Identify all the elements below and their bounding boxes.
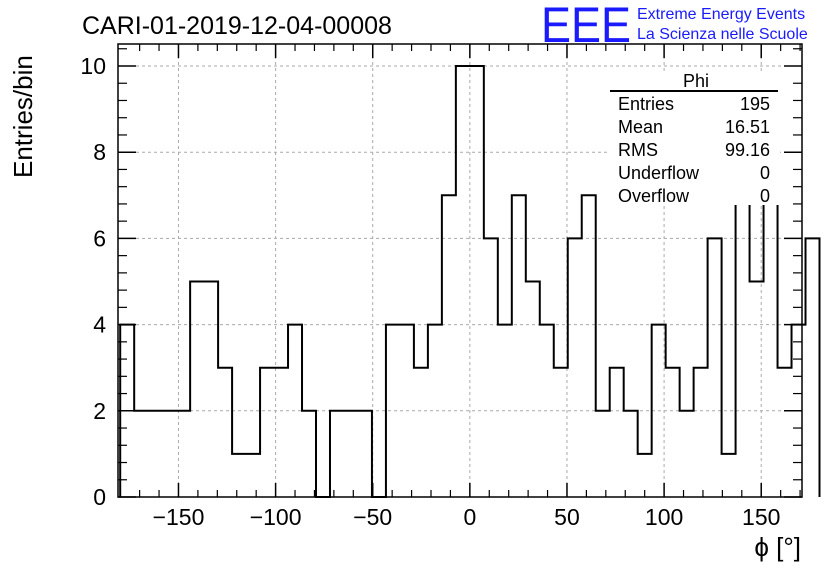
histogram-outline [119, 65, 821, 498]
x-tick-label: −100 [250, 504, 302, 530]
stats-box-title: Phi [683, 71, 709, 91]
x-tick-label: −50 [353, 504, 392, 530]
histogram-bin [778, 368, 792, 497]
histogram-bin [442, 195, 456, 497]
y-tick-labels: 0 2 4 6 8 10 [80, 53, 106, 510]
chart-title: CARI-01-2019-12-04-00008 [82, 12, 392, 40]
histogram-bin [596, 411, 610, 497]
stats-box: Phi Entries 195 Mean 16.51 RMS 99.16 Und… [610, 71, 780, 206]
histogram-bin [428, 325, 442, 497]
histogram-bin [624, 411, 638, 497]
histogram-bin [414, 368, 428, 497]
histogram-bin [456, 66, 470, 497]
histogram-bin [610, 368, 624, 497]
histogram-bin [568, 238, 582, 497]
eee-logo: EEE [541, 0, 631, 53]
y-tick-label: 4 [93, 312, 106, 338]
histogram-bin [722, 454, 736, 497]
histogram-bin [582, 195, 596, 497]
histogram-bin [358, 411, 372, 497]
histogram-bin [470, 66, 484, 497]
histogram-bin [736, 195, 750, 497]
y-axis-title: Entries/bin [8, 55, 38, 178]
stat-label-mean: Mean [618, 117, 663, 137]
histogram-bin [512, 195, 526, 497]
brand-line-1: Extreme Energy Events [637, 6, 805, 23]
histogram-bin [162, 411, 176, 497]
histogram-bin [274, 368, 288, 497]
brand-line-2: La Scienza nelle Scuole [637, 26, 808, 43]
plot-frame [117, 43, 803, 498]
x-axis-title: ϕ [°] [754, 532, 801, 562]
stat-label-underflow: Underflow [618, 163, 700, 183]
axis-ticks [118, 44, 802, 498]
stat-value-rms: 99.16 [725, 140, 770, 160]
histogram-bin [344, 411, 358, 497]
stat-label-overflow: Overflow [618, 186, 690, 206]
histogram-bin [134, 411, 148, 497]
histogram-bin [806, 238, 820, 497]
histogram-bin [484, 238, 498, 497]
x-tick-label: 100 [645, 504, 683, 530]
stat-value-entries: 195 [740, 94, 770, 114]
histogram-bin [232, 454, 246, 497]
x-tick-label: 150 [742, 504, 780, 530]
histogram-bin [764, 195, 778, 497]
x-tick-label: −150 [153, 504, 205, 530]
x-tick-label: 50 [554, 504, 580, 530]
stat-label-entries: Entries [618, 94, 674, 114]
y-tick-label: 2 [93, 398, 106, 424]
y-tick-label: 0 [93, 484, 106, 510]
y-tick-label: 6 [93, 225, 106, 251]
x-tick-label: 0 [463, 504, 476, 530]
histogram-bin [148, 411, 162, 497]
stat-value-overflow: 0 [760, 186, 770, 206]
histogram-bin [526, 282, 540, 498]
histogram-bin [190, 282, 204, 498]
stat-value-mean: 16.51 [725, 117, 770, 137]
histogram-bin [330, 411, 344, 497]
y-tick-label: 8 [93, 139, 106, 165]
histogram-bin [260, 368, 274, 497]
histogram-bin [694, 368, 708, 497]
histogram-bin [204, 282, 218, 498]
stats-box-background [610, 72, 780, 205]
histogram-bin [680, 411, 694, 497]
histogram-bin [218, 368, 232, 497]
histogram-bin [554, 368, 568, 497]
y-tick-label: 10 [80, 53, 106, 79]
histogram-bin [302, 411, 316, 497]
stat-label-rms: RMS [618, 140, 658, 160]
histogram-bin [246, 454, 260, 497]
x-tick-labels: −150 −100 −50 0 50 100 150 [153, 504, 781, 530]
histogram-bin [666, 368, 680, 497]
histogram-bin [708, 238, 722, 497]
stat-value-underflow: 0 [760, 163, 770, 183]
